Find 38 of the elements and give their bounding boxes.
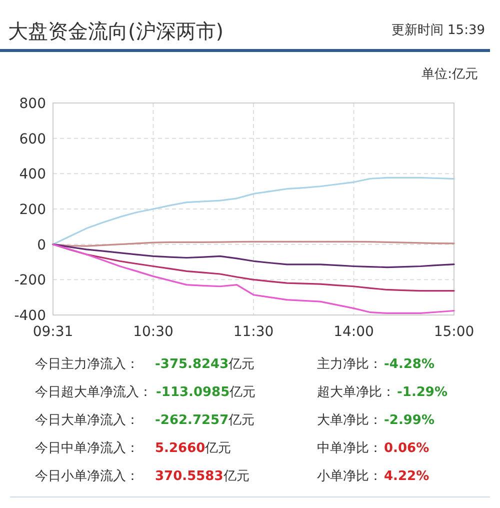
y-tick-label: 800 (19, 96, 46, 112)
text: -2.99% (384, 413, 434, 428)
y-tick-label: -400 (14, 308, 46, 324)
line-series (52, 176, 455, 246)
text: 超大单净比： (317, 385, 395, 400)
chart-subtitle: 更新时间 15:39 (391, 23, 485, 38)
line-series (52, 244, 455, 268)
text: 主力净比： (317, 356, 382, 372)
text: 370.5583亿元 (155, 469, 250, 484)
y-tick-label: 600 (19, 131, 46, 148)
x-tick-label: 10:30 (133, 324, 174, 340)
y-tick-label: 200 (19, 202, 46, 218)
x-tick-label: 09:31 (32, 324, 74, 340)
text: -1.29% (397, 385, 448, 400)
text: -375.8243亿元 (155, 357, 255, 372)
text: 今日大单净流入： (35, 412, 139, 428)
y-tick-label: 0 (37, 237, 46, 254)
x-tick-label: 14:00 (334, 324, 374, 340)
text: 今日超大单净流入： (35, 384, 152, 400)
y-tick-label: 400 (19, 166, 46, 183)
y-tick-label: -200 (14, 272, 46, 289)
text: 5.2660亿元 (155, 441, 232, 456)
text: 大单净比： (317, 413, 382, 428)
chart-title: 大盘资金流向(沪深两市) (8, 19, 224, 43)
line-series (52, 244, 455, 314)
x-tick-label: 11:30 (233, 324, 274, 340)
y-axis-title: 单位:亿元 (422, 67, 478, 82)
x-tick-label: 15:00 (434, 324, 474, 340)
text: 中单净比： (317, 441, 382, 456)
text: 小单净比： (317, 469, 382, 484)
text: 今日主力净流入： (35, 356, 139, 372)
text: 今日小单净流入： (35, 468, 139, 484)
text: -113.0985亿元 (156, 385, 256, 400)
text: 今日中单净流入： (35, 440, 139, 456)
text: -262.7257亿元 (155, 413, 255, 428)
text: 4.22% (384, 469, 430, 484)
text: 0.06% (384, 441, 430, 456)
text: -4.28% (384, 357, 434, 372)
